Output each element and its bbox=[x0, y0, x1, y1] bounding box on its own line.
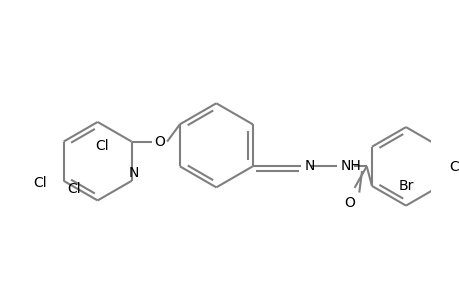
Text: Cl: Cl bbox=[448, 160, 459, 174]
Text: Br: Br bbox=[397, 178, 413, 193]
Text: Cl: Cl bbox=[67, 182, 81, 196]
Text: O: O bbox=[154, 135, 165, 148]
Text: NH: NH bbox=[340, 159, 360, 173]
Text: Cl: Cl bbox=[95, 139, 109, 153]
Text: N: N bbox=[128, 167, 138, 180]
Text: Cl: Cl bbox=[33, 176, 47, 190]
Text: O: O bbox=[344, 196, 355, 210]
Text: N: N bbox=[304, 159, 315, 173]
